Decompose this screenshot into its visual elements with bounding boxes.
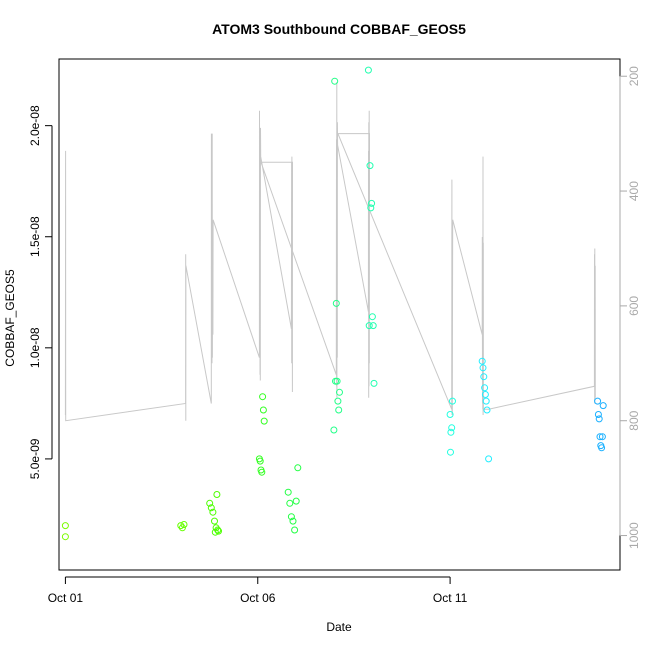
data-point xyxy=(370,379,378,387)
data-point xyxy=(259,406,267,414)
data-point xyxy=(365,322,373,330)
data-point xyxy=(61,533,69,541)
data-point xyxy=(482,397,490,405)
plot-frame xyxy=(58,58,621,571)
data-point xyxy=(449,397,456,405)
data-point xyxy=(292,497,300,505)
data-point xyxy=(330,426,338,434)
data-point xyxy=(478,357,486,365)
y-tick-label: 5.0e-09 xyxy=(28,438,42,479)
data-point xyxy=(209,508,217,516)
data-point xyxy=(335,406,343,414)
data-point xyxy=(177,522,185,530)
data-point xyxy=(256,457,264,465)
data-point xyxy=(447,428,455,436)
data-point xyxy=(260,417,268,425)
data-point xyxy=(211,517,218,525)
pressure-line-layer xyxy=(64,81,596,422)
data-point xyxy=(332,299,340,307)
points-layer xyxy=(61,66,607,541)
data-point xyxy=(594,411,602,418)
data-point xyxy=(291,526,299,534)
y-tick-label: 2.0e-08 xyxy=(28,105,42,146)
x-axis: Oct 01 Oct 06 Oct 11 xyxy=(48,576,468,605)
data-point xyxy=(481,391,489,398)
y2-tick-label: 800 xyxy=(627,410,641,430)
data-point xyxy=(215,527,222,535)
pressure-line xyxy=(64,81,596,422)
data-point xyxy=(213,491,221,498)
y-axis-label: COBBAF_GEOS5 xyxy=(3,269,17,367)
data-point xyxy=(368,313,376,321)
data-point xyxy=(258,468,266,476)
x-tick-label: Oct 11 xyxy=(433,591,468,605)
data-point xyxy=(334,397,342,405)
y-tick-label: 1.0e-08 xyxy=(28,327,42,368)
data-point xyxy=(287,513,295,521)
data-point xyxy=(599,402,607,410)
x-tick-label: Oct 06 xyxy=(240,591,276,605)
data-point xyxy=(483,406,491,414)
data-point xyxy=(333,377,341,385)
data-point xyxy=(211,528,219,536)
data-point xyxy=(447,448,454,456)
data-point xyxy=(207,504,215,512)
data-point xyxy=(366,162,374,170)
data-point xyxy=(294,464,302,472)
data-point xyxy=(289,517,297,525)
data-point xyxy=(214,526,222,534)
data-point xyxy=(367,204,375,212)
data-point xyxy=(595,415,603,423)
data-point xyxy=(286,499,294,507)
data-point xyxy=(481,384,489,392)
data-point xyxy=(336,388,343,396)
x-axis-label: Date xyxy=(326,620,352,634)
y2-tick-label: 200 xyxy=(627,66,641,86)
y-tick-label: 1.5e-08 xyxy=(28,216,42,257)
data-point xyxy=(446,411,454,418)
y2-tick-label: 600 xyxy=(627,296,641,316)
y2-tick-label: 400 xyxy=(627,181,641,201)
data-point xyxy=(596,433,604,441)
data-point xyxy=(448,424,456,432)
x-tick-label: Oct 01 xyxy=(48,591,84,605)
data-point xyxy=(178,524,186,532)
data-point xyxy=(284,488,292,496)
data-point xyxy=(331,77,339,85)
data-point xyxy=(485,455,493,463)
data-point xyxy=(61,522,69,530)
data-point xyxy=(594,397,602,405)
data-point xyxy=(479,364,487,372)
chart-title: ATOM3 Southbound COBBAF_GEOS5 xyxy=(212,21,466,37)
y2-tick-label: 1000 xyxy=(627,522,641,549)
data-point xyxy=(259,393,267,401)
data-point xyxy=(206,499,214,507)
data-point xyxy=(368,199,376,207)
y2-axis: 200 400 600 800 1000 xyxy=(619,66,641,549)
y-axis: 5.0e-09 1.0e-08 1.5e-08 2.0e-08 xyxy=(28,105,53,479)
data-point xyxy=(180,521,188,528)
data-point xyxy=(598,433,606,441)
data-point xyxy=(364,66,372,74)
data-point xyxy=(369,322,377,330)
data-point xyxy=(480,373,488,381)
data-point xyxy=(598,444,606,452)
